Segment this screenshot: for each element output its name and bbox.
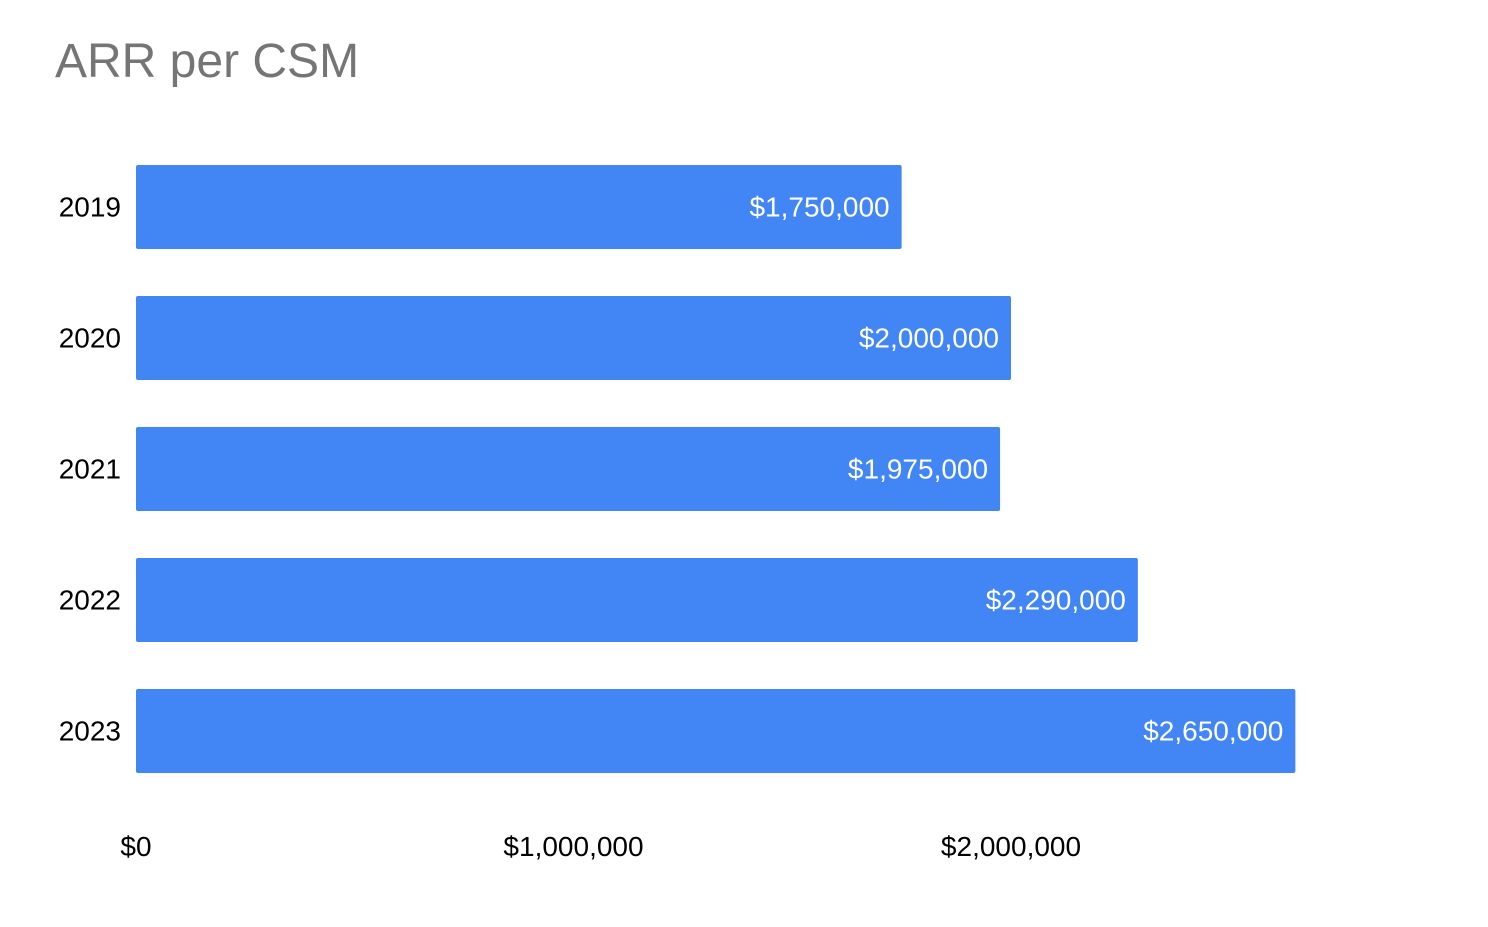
category-label-2023: 2023 — [59, 716, 121, 747]
bar-2020 — [136, 296, 1011, 380]
category-label-2019: 2019 — [59, 192, 121, 223]
bar-2023 — [136, 689, 1296, 773]
chart-title: ARR per CSM — [55, 35, 359, 88]
category-axis: 2019 2020 2021 2022 2023 — [59, 192, 121, 747]
category-label-2022: 2022 — [59, 585, 121, 616]
x-tick-label: $1,000,000 — [503, 831, 643, 862]
data-label-2020: $2,000,000 — [859, 323, 999, 354]
category-label-2021: 2021 — [59, 454, 121, 485]
data-label-2021: $1,975,000 — [848, 454, 988, 485]
x-tick-label: $0 — [120, 831, 151, 862]
x-tick-label: $2,000,000 — [941, 831, 1081, 862]
value-axis: $0 $1,000,000 $2,000,000 — [120, 831, 1081, 862]
data-label-2019: $1,750,000 — [749, 192, 889, 223]
bar-2022 — [136, 558, 1138, 642]
bars-layer: $1,750,000 $2,000,000 $1,975,000 $2,290,000… — [136, 165, 1296, 773]
data-label-2023: $2,650,000 — [1143, 716, 1283, 747]
bar-2019 — [136, 165, 902, 249]
data-label-2022: $2,290,000 — [986, 585, 1126, 616]
category-label-2020: 2020 — [59, 323, 121, 354]
bar-2021 — [136, 427, 1001, 511]
